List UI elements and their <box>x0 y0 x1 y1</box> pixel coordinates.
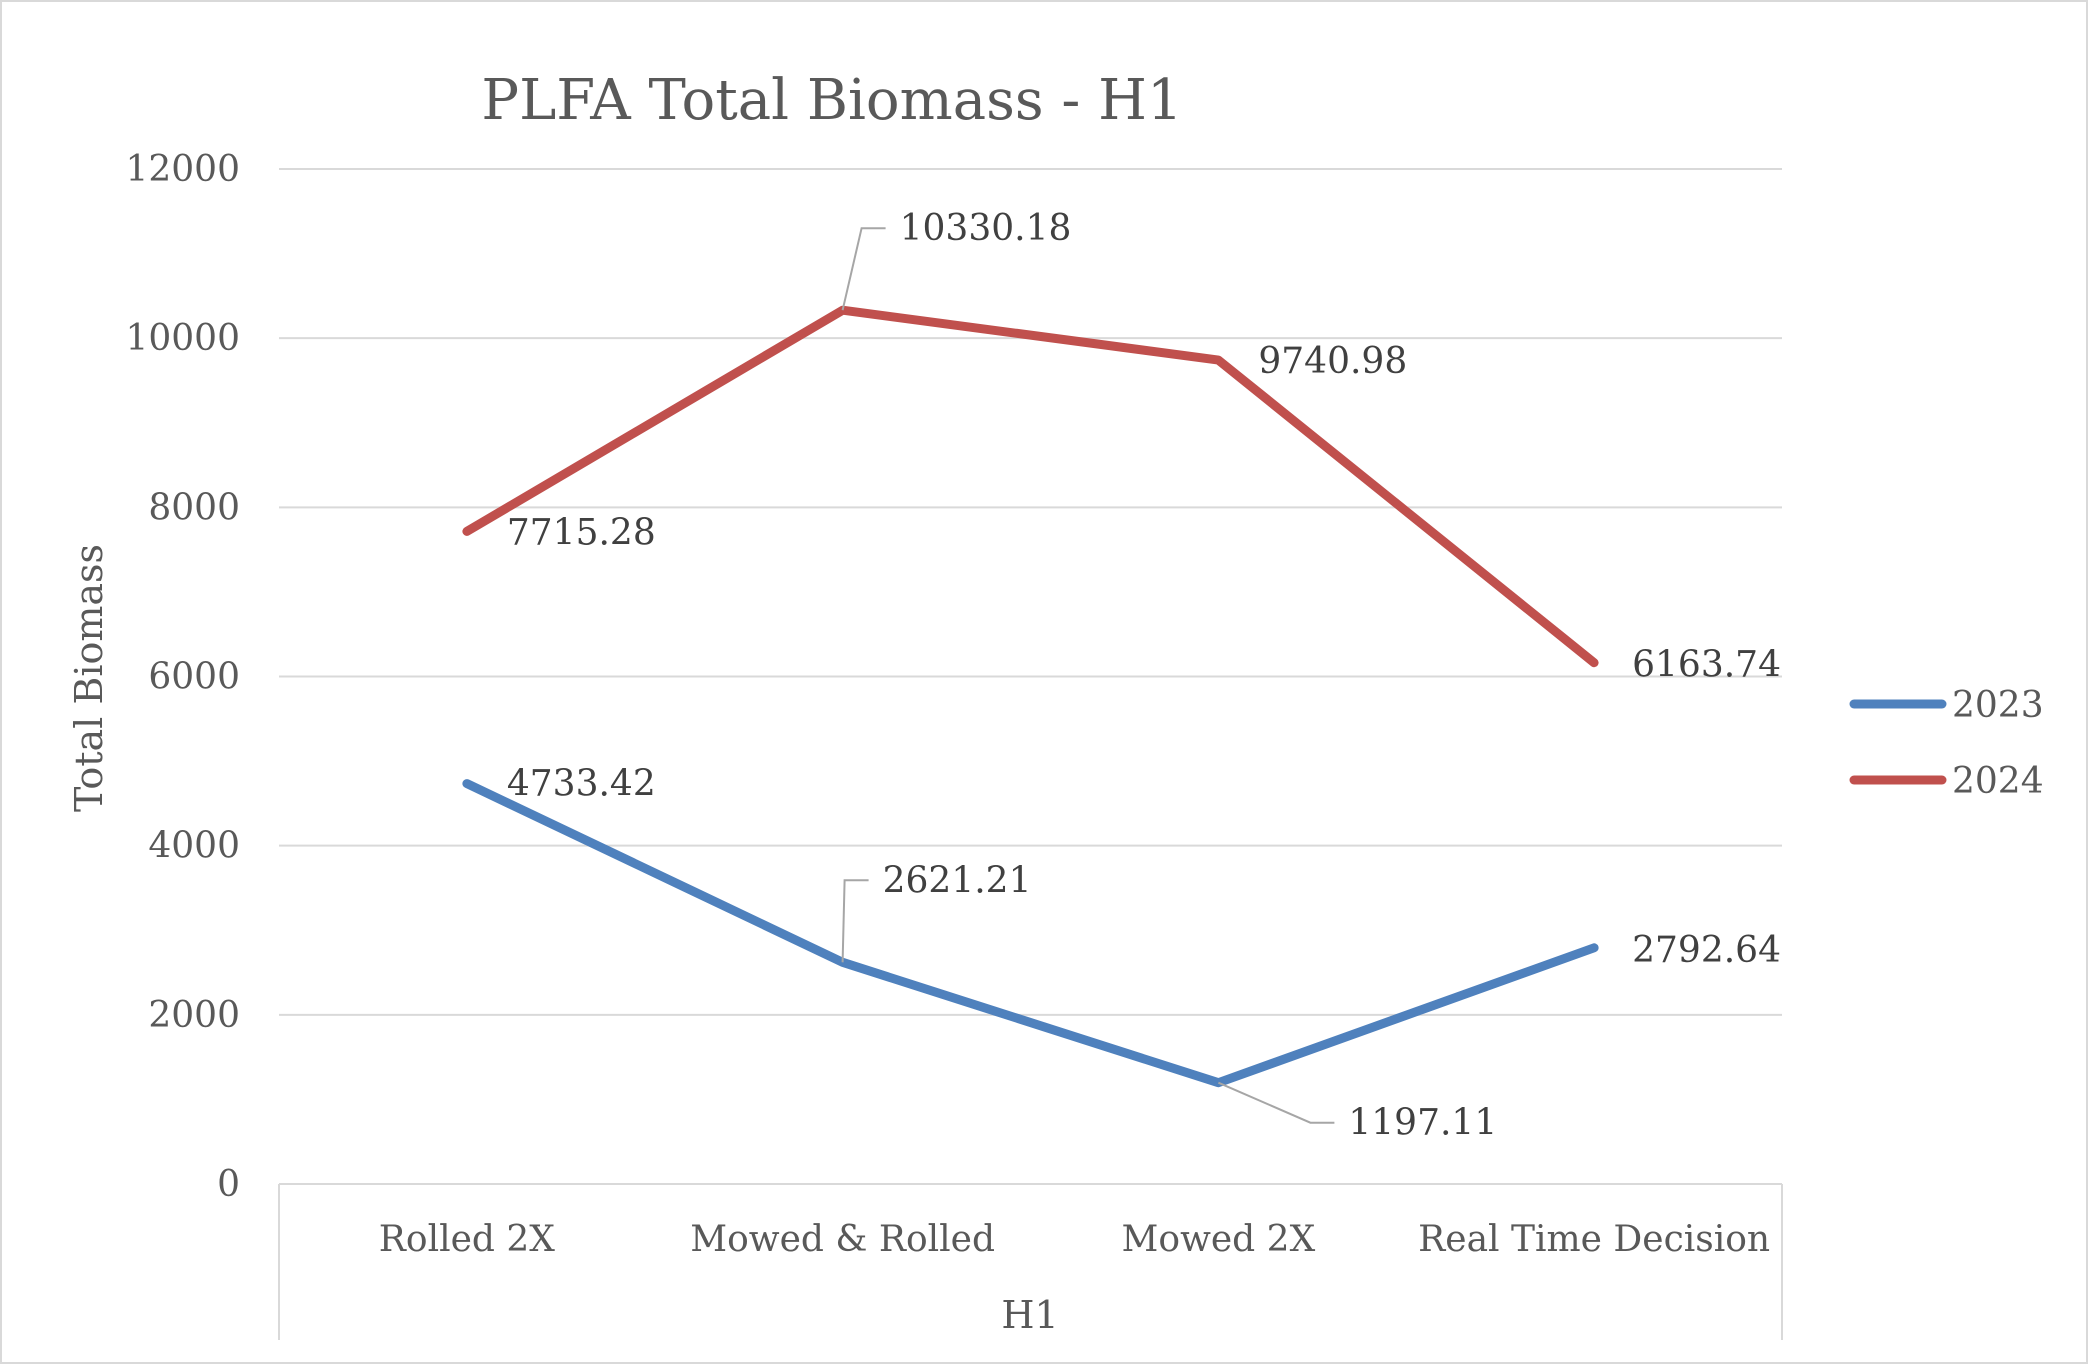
y-tick-label: 4000 <box>148 826 240 867</box>
x-axis-title: H1 <box>1001 1293 1058 1337</box>
data-label: 1197.11 <box>1348 1103 1497 1144</box>
data-label-leader <box>1218 1081 1335 1124</box>
y-tick-label: 12000 <box>125 149 240 190</box>
series-lines <box>462 305 1599 1088</box>
x-tick-label: Rolled 2X <box>379 1219 556 1260</box>
y-axis-title: Total Biomass <box>67 544 111 812</box>
data-labels: 4733.42 2621.21 1197.11 2792.64 7715.28 10330… <box>507 208 1781 1144</box>
data-label: 10330.18 <box>900 208 1072 249</box>
legend: 2023 2024 <box>1849 685 2044 802</box>
legend-label: 2023 <box>1952 685 2044 726</box>
y-tick-label: 10000 <box>125 318 240 359</box>
data-label-leader <box>841 227 886 311</box>
y-tick-label: 0 <box>217 1164 240 1205</box>
chart-title: PLFA Total Biomass - H1 <box>481 68 1182 133</box>
y-tick-label: 2000 <box>148 995 240 1036</box>
data-label: 2792.64 <box>1632 930 1781 971</box>
series-line-2023 <box>462 779 1599 1088</box>
data-label: 6163.74 <box>1632 645 1781 686</box>
y-tick-label: 8000 <box>148 487 240 528</box>
data-label: 7715.28 <box>507 512 656 553</box>
x-tick-label: Real Time Decision <box>1418 1219 1770 1260</box>
data-label: 4733.42 <box>507 764 656 805</box>
data-label: 9740.98 <box>1258 341 1407 382</box>
legend-label: 2024 <box>1952 761 2044 802</box>
x-tick-label: Mowed 2X <box>1122 1219 1316 1260</box>
data-label-leader <box>841 879 869 963</box>
series-line-2024 <box>462 305 1599 668</box>
data-label: 2621.21 <box>883 860 1032 901</box>
axes: 0 2000 4000 6000 8000 10000 12000 Rolled 2X Mowe… <box>125 149 1783 1340</box>
y-tick-label: 6000 <box>148 657 240 698</box>
x-tick-label: Mowed & Rolled <box>690 1219 995 1260</box>
